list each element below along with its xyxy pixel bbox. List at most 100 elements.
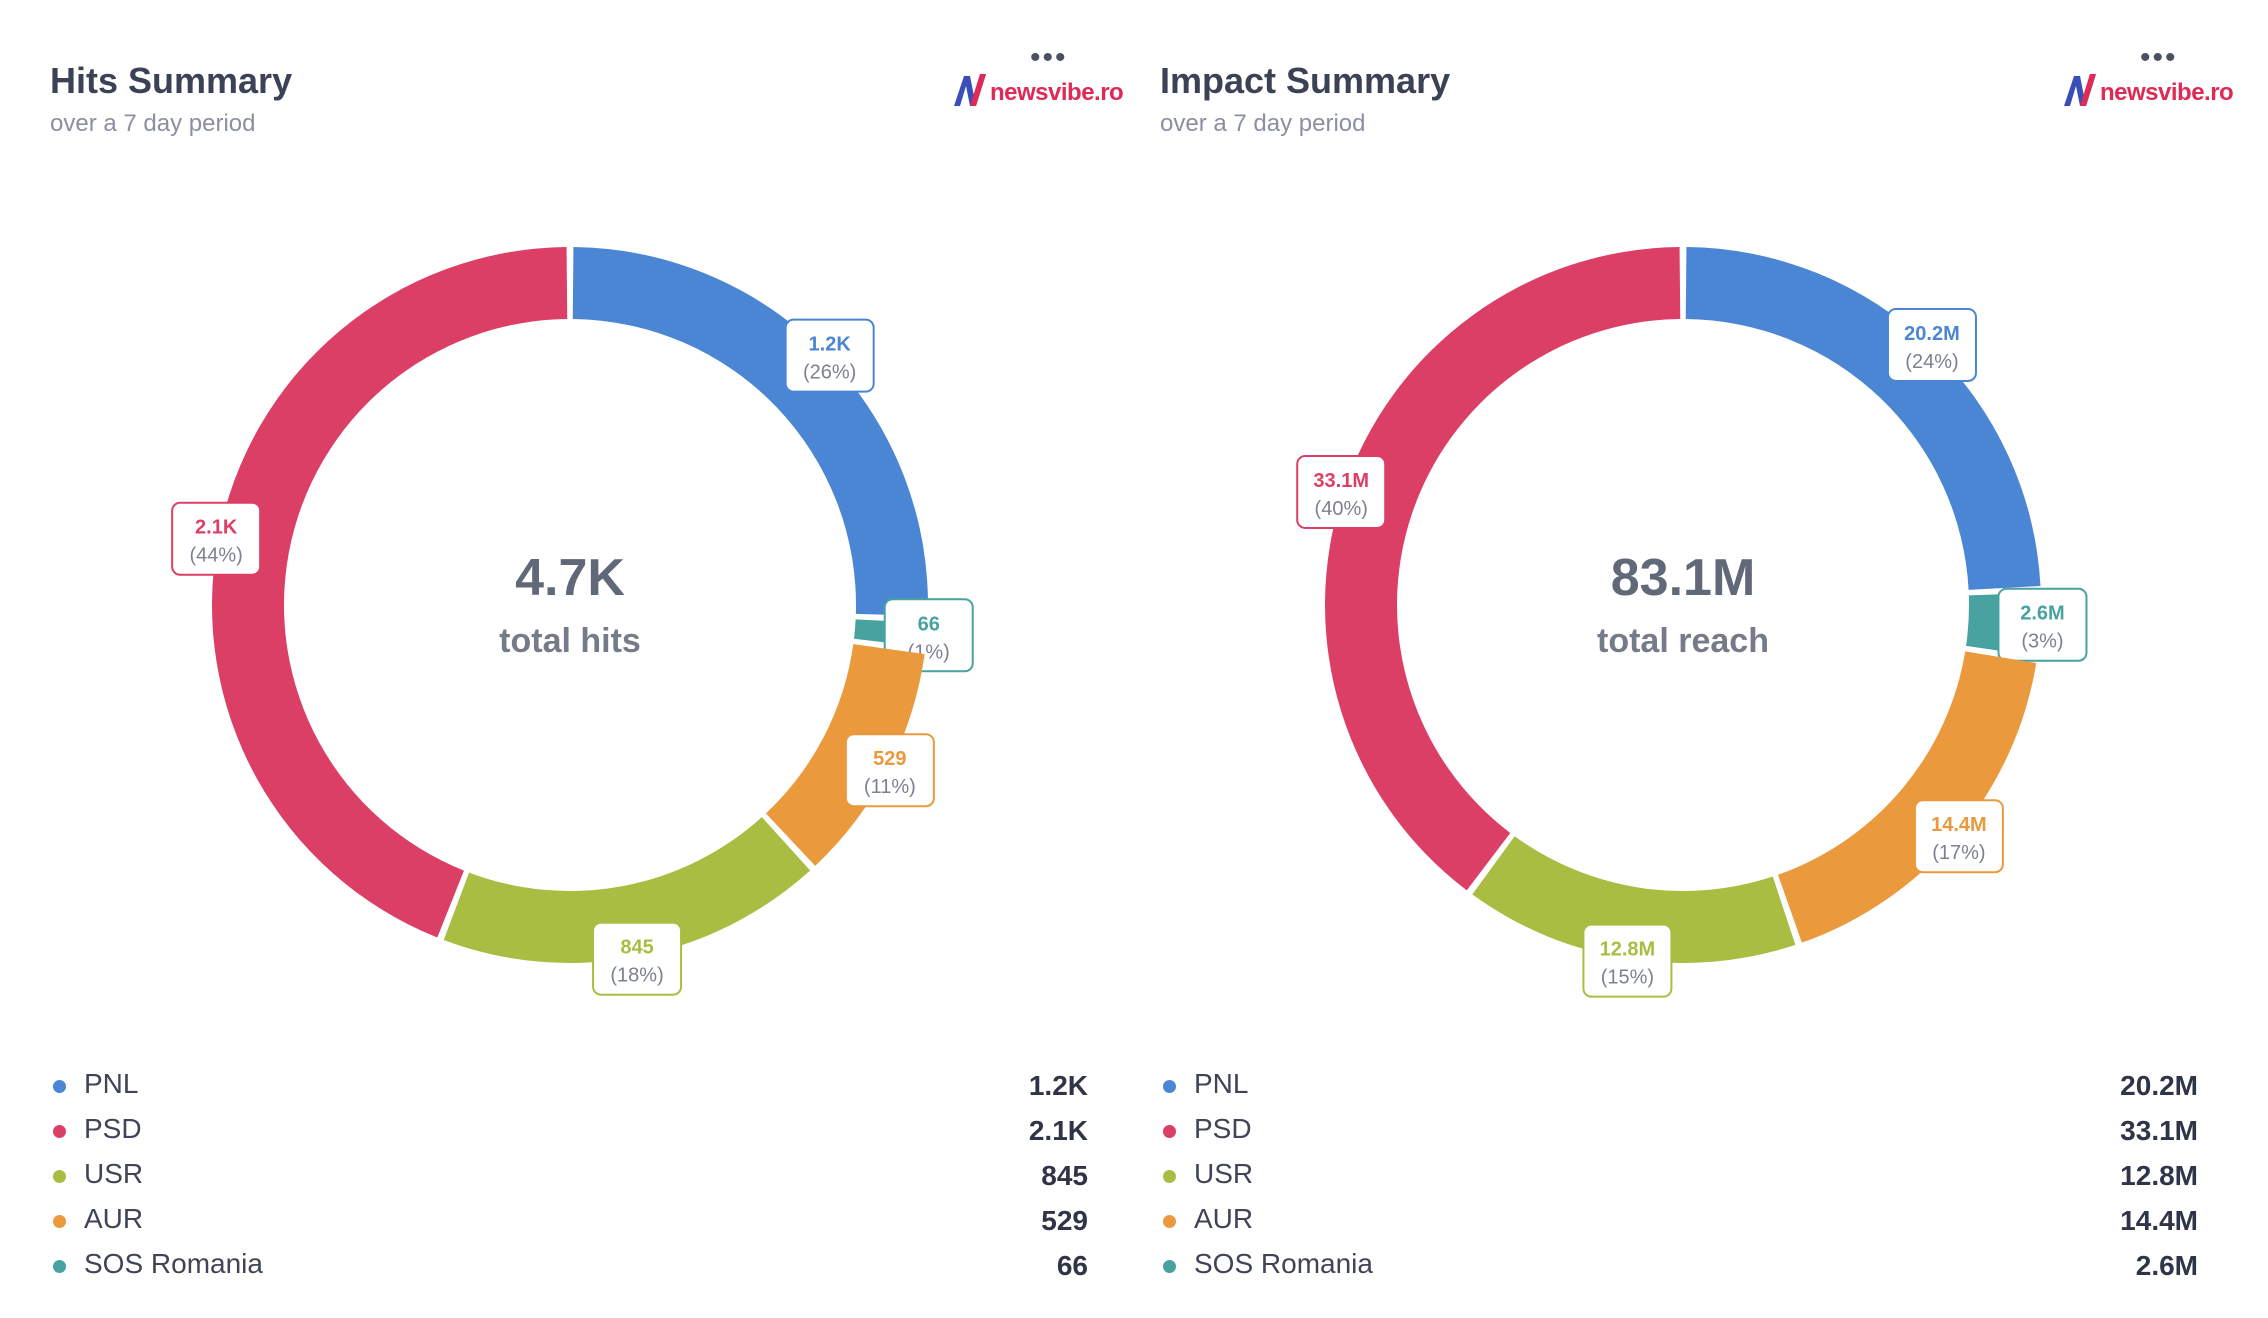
legend-label: USR — [1194, 1158, 1254, 1189]
donut-slice-aur[interactable] — [1777, 651, 2037, 943]
callout-box — [171, 501, 262, 576]
callout-box — [592, 921, 683, 996]
callout-percent: (44%) — [189, 545, 242, 567]
legend-item-sos-romania[interactable]: SOS Romania 66 — [48, 1238, 1088, 1283]
slice-callout-psd: 33.1M (40%) — [1296, 454, 1387, 529]
legend-dot-icon — [53, 1125, 66, 1138]
legend-dot-icon — [1163, 1260, 1176, 1273]
callout-box — [1582, 923, 1673, 998]
legend-label: PNL — [84, 1068, 139, 1099]
slice-callout-psd: 2.1K (44%) — [171, 501, 262, 576]
card-title: Impact Summary — [1160, 60, 1451, 101]
newsvibe-logo: newsvibe.ro — [2060, 70, 2234, 110]
callout-value: 14.4M — [1931, 814, 1987, 836]
newsvibe-logo: newsvibe.ro — [950, 70, 1124, 110]
legend-dot-icon — [53, 1215, 66, 1228]
more-horizontal-icon[interactable]: ••• — [1030, 41, 1068, 74]
callout-value: 33.1M — [1313, 470, 1369, 492]
legend-dot-icon — [53, 1260, 66, 1273]
donut-slice-usr[interactable] — [443, 817, 811, 963]
legend-label: SOS Romania — [1194, 1248, 1373, 1279]
donut-slice-psd[interactable] — [1325, 247, 1681, 891]
legend-label: AUR — [84, 1203, 144, 1234]
callout-value: 529 — [873, 748, 906, 770]
legend-dot-icon — [1163, 1215, 1176, 1228]
center-total-label: total hits — [499, 622, 641, 660]
legend-value: 2.1K — [1028, 1115, 1088, 1146]
legend-item-sos-romania[interactable]: SOS Romania 2.6M — [1158, 1238, 2198, 1283]
legend-label: PSD — [1194, 1113, 1252, 1144]
legend-dot-icon — [53, 1170, 66, 1183]
slice-callout-aur: 529 (11%) — [844, 733, 935, 808]
legend-dot-icon — [1163, 1125, 1176, 1138]
newsvibe-logo-icon — [2064, 74, 2096, 106]
legend-dot-icon — [1163, 1170, 1176, 1183]
callout-percent: (18%) — [610, 965, 663, 987]
callout-percent: (17%) — [1932, 842, 1985, 864]
legend-label: AUR — [1194, 1203, 1254, 1234]
hits-summary-card: Hits Summary over a 7 day period ••• new… — [0, 0, 1124, 1318]
more-horizontal-icon[interactable]: ••• — [2140, 41, 2178, 74]
legend-dot-icon — [1163, 1080, 1176, 1093]
legend-value: 845 — [1041, 1160, 1088, 1191]
logo-text: newsvibe.ro — [2100, 79, 2234, 106]
callout-percent: (40%) — [1315, 498, 1368, 520]
slice-callout-aur: 14.4M (17%) — [1913, 799, 2004, 874]
slice-callout-pnl: 20.2M (24%) — [1886, 307, 1977, 382]
donut-slice-usr[interactable] — [1472, 836, 1796, 963]
slice-callout-usr: 12.8M (15%) — [1582, 923, 1673, 998]
impact-legend: PNL 20.2M PSD 33.1M USR 12.8M AUR 14.4M SOS Roma… — [1158, 1058, 2198, 1283]
callout-percent: (15%) — [1601, 967, 1654, 989]
center-total-value: 83.1M — [1611, 549, 1756, 607]
center-total-label: total reach — [1597, 622, 1769, 660]
center-total-value: 4.7K — [515, 549, 625, 607]
callout-value: 2.6M — [2020, 603, 2064, 625]
legend-item-usr[interactable]: USR 845 — [48, 1148, 1088, 1193]
legend-value: 2.6M — [2135, 1250, 2198, 1281]
impact-donut-chart: 20.2M (24%) 2.6M (3%) 14.4M (17%) 12.8M (15%) 33… — [1296, 247, 2088, 998]
callout-box — [844, 733, 935, 808]
slice-callout-sos-romania: 2.6M (3%) — [1997, 587, 2088, 662]
callout-percent: (26%) — [803, 362, 856, 384]
legend-value: 66 — [1056, 1250, 1088, 1281]
callout-percent: (11%) — [864, 776, 916, 798]
legend-label: PSD — [84, 1113, 142, 1144]
callout-value: 66 — [918, 613, 940, 635]
legend-item-aur[interactable]: AUR 14.4M — [1158, 1193, 2198, 1238]
legend-value: 529 — [1041, 1205, 1088, 1236]
legend-value: 14.4M — [2120, 1205, 2198, 1236]
slice-callout-pnl: 1.2K (26%) — [784, 318, 875, 393]
legend-dot-icon — [53, 1080, 66, 1093]
newsvibe-logo-icon — [954, 74, 986, 106]
legend-item-psd[interactable]: PSD 33.1M — [1158, 1103, 2198, 1148]
logo-text: newsvibe.ro — [990, 79, 1124, 106]
donut-slice-psd[interactable] — [211, 247, 568, 938]
card-subtitle: over a 7 day period — [50, 110, 256, 137]
donut-slice-pnl[interactable] — [572, 247, 928, 617]
card-subtitle: over a 7 day period — [1160, 110, 1366, 137]
legend-item-psd[interactable]: PSD 2.1K — [48, 1103, 1088, 1148]
card-title: Hits Summary — [50, 60, 293, 101]
callout-percent: (24%) — [1905, 351, 1958, 373]
donut-slice-pnl[interactable] — [1685, 247, 2041, 590]
callout-box — [784, 318, 875, 393]
callout-value: 12.8M — [1600, 939, 1656, 961]
impact-summary-card: Impact Summary over a 7 day period ••• n… — [1110, 0, 2234, 1318]
legend-item-pnl[interactable]: PNL 20.2M — [1158, 1058, 2198, 1103]
legend-item-usr[interactable]: USR 12.8M — [1158, 1148, 2198, 1193]
legend-value: 1.2K — [1028, 1070, 1088, 1101]
callout-box — [1913, 799, 2004, 874]
legend-item-aur[interactable]: AUR 529 — [48, 1193, 1088, 1238]
legend-item-pnl[interactable]: PNL 1.2K — [48, 1058, 1088, 1103]
callout-percent: (3%) — [2021, 631, 2063, 653]
hits-legend: PNL 1.2K PSD 2.1K USR 845 AUR 529 SOS Romania 66 — [48, 1058, 1088, 1283]
legend-label: SOS Romania — [84, 1248, 263, 1279]
legend-label: PNL — [1194, 1068, 1249, 1099]
legend-value: 12.8M — [2120, 1160, 2198, 1191]
callout-value: 845 — [620, 937, 653, 959]
callout-box — [1296, 454, 1387, 529]
callout-box — [1886, 307, 1977, 382]
callout-value: 1.2K — [809, 334, 852, 356]
callout-value: 20.2M — [1904, 323, 1960, 345]
